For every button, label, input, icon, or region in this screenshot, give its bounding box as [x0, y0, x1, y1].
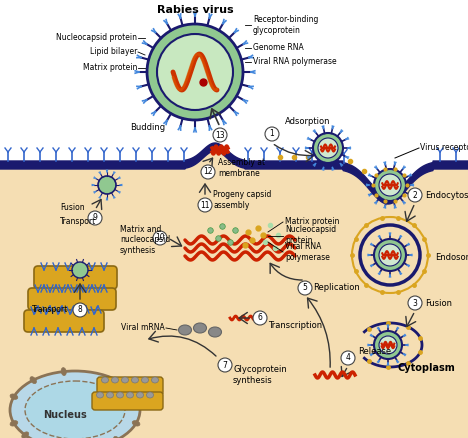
Ellipse shape [22, 432, 29, 438]
FancyBboxPatch shape [97, 377, 163, 395]
Circle shape [98, 176, 116, 194]
Circle shape [73, 303, 87, 317]
Text: Endocytosis: Endocytosis [425, 191, 468, 199]
Circle shape [341, 351, 355, 365]
Text: 6: 6 [257, 314, 263, 322]
Circle shape [313, 133, 343, 163]
Circle shape [88, 211, 102, 225]
Circle shape [298, 281, 312, 295]
Text: Progeny capsid
assembly: Progeny capsid assembly [213, 190, 271, 210]
FancyBboxPatch shape [92, 392, 163, 410]
Text: Viral RNA
polymerase: Viral RNA polymerase [285, 242, 330, 261]
Text: 9: 9 [93, 213, 97, 223]
Ellipse shape [10, 420, 18, 426]
Ellipse shape [10, 394, 18, 399]
Circle shape [147, 24, 243, 120]
FancyBboxPatch shape [34, 266, 117, 289]
Ellipse shape [152, 377, 159, 383]
Text: 8: 8 [78, 305, 82, 314]
Text: 4: 4 [345, 353, 351, 363]
Text: 10: 10 [155, 233, 165, 243]
Circle shape [153, 231, 167, 245]
Circle shape [72, 262, 88, 278]
Text: Viral mRNA: Viral mRNA [121, 324, 165, 332]
Circle shape [379, 336, 397, 354]
Ellipse shape [117, 392, 124, 398]
Ellipse shape [107, 392, 114, 398]
Text: Virus receptor: Virus receptor [420, 144, 468, 152]
Circle shape [379, 174, 401, 196]
Ellipse shape [61, 367, 66, 375]
Circle shape [218, 358, 232, 372]
Text: Receptor-binding
glycoprotein: Receptor-binding glycoprotein [253, 15, 318, 35]
FancyBboxPatch shape [24, 310, 104, 332]
Ellipse shape [114, 436, 120, 438]
Ellipse shape [146, 392, 154, 398]
Text: 5: 5 [303, 283, 307, 293]
Ellipse shape [132, 420, 140, 426]
Text: Transcription: Transcription [268, 321, 322, 329]
Ellipse shape [10, 371, 140, 438]
Text: Fusion: Fusion [60, 204, 85, 212]
Circle shape [374, 331, 402, 359]
Text: Cytoplasm: Cytoplasm [397, 363, 455, 373]
Ellipse shape [193, 323, 206, 333]
Text: Nucleocapsid
protein: Nucleocapsid protein [285, 225, 336, 245]
Text: 13: 13 [215, 131, 225, 139]
Text: 2: 2 [413, 191, 417, 199]
Text: Rabies virus: Rabies virus [157, 5, 234, 15]
Ellipse shape [141, 377, 148, 383]
Text: Budding: Budding [130, 124, 165, 133]
Text: Fusion: Fusion [425, 299, 452, 307]
Text: Transport: Transport [60, 218, 96, 226]
Text: Viral RNA polymerase: Viral RNA polymerase [253, 57, 336, 67]
Circle shape [253, 311, 267, 325]
Ellipse shape [209, 327, 221, 337]
Ellipse shape [111, 377, 118, 383]
Circle shape [379, 244, 401, 266]
Circle shape [374, 169, 406, 201]
Text: Release: Release [358, 347, 391, 357]
Ellipse shape [137, 392, 144, 398]
Ellipse shape [25, 381, 125, 438]
Circle shape [265, 127, 279, 141]
Text: 7: 7 [223, 360, 227, 370]
Ellipse shape [132, 377, 139, 383]
Text: Lipid bilayer: Lipid bilayer [90, 47, 137, 57]
Text: Nucleocapsid protein: Nucleocapsid protein [56, 33, 137, 42]
Text: Genome RNA: Genome RNA [253, 43, 304, 53]
Ellipse shape [178, 325, 191, 335]
Circle shape [318, 138, 338, 158]
Circle shape [198, 198, 212, 212]
Circle shape [408, 188, 422, 202]
Text: Nucleus: Nucleus [43, 410, 87, 420]
Text: 11: 11 [200, 201, 210, 209]
Ellipse shape [30, 377, 37, 384]
Text: Replication: Replication [313, 283, 360, 293]
Circle shape [408, 296, 422, 310]
Polygon shape [0, 147, 468, 438]
Ellipse shape [122, 377, 129, 383]
Circle shape [201, 165, 215, 179]
Text: Assembly at
membrane: Assembly at membrane [218, 158, 265, 178]
Ellipse shape [102, 377, 109, 383]
Ellipse shape [126, 392, 133, 398]
Text: 3: 3 [413, 299, 417, 307]
Circle shape [213, 128, 227, 142]
Text: 12: 12 [203, 167, 213, 177]
Text: Matrix and
nucleocapsid
synthesis: Matrix and nucleocapsid synthesis [120, 225, 170, 255]
Text: Matrix protein: Matrix protein [83, 64, 137, 73]
Circle shape [374, 239, 406, 271]
Circle shape [157, 34, 233, 110]
Text: Endosome: Endosome [435, 254, 468, 262]
Text: Transport: Transport [32, 305, 68, 314]
Text: Adsorption: Adsorption [285, 117, 330, 127]
Text: 1: 1 [270, 130, 274, 138]
Ellipse shape [96, 392, 103, 398]
Text: Matrix protein: Matrix protein [285, 218, 339, 226]
FancyBboxPatch shape [28, 288, 116, 310]
Text: Glycoprotein
synthesis: Glycoprotein synthesis [233, 365, 287, 385]
